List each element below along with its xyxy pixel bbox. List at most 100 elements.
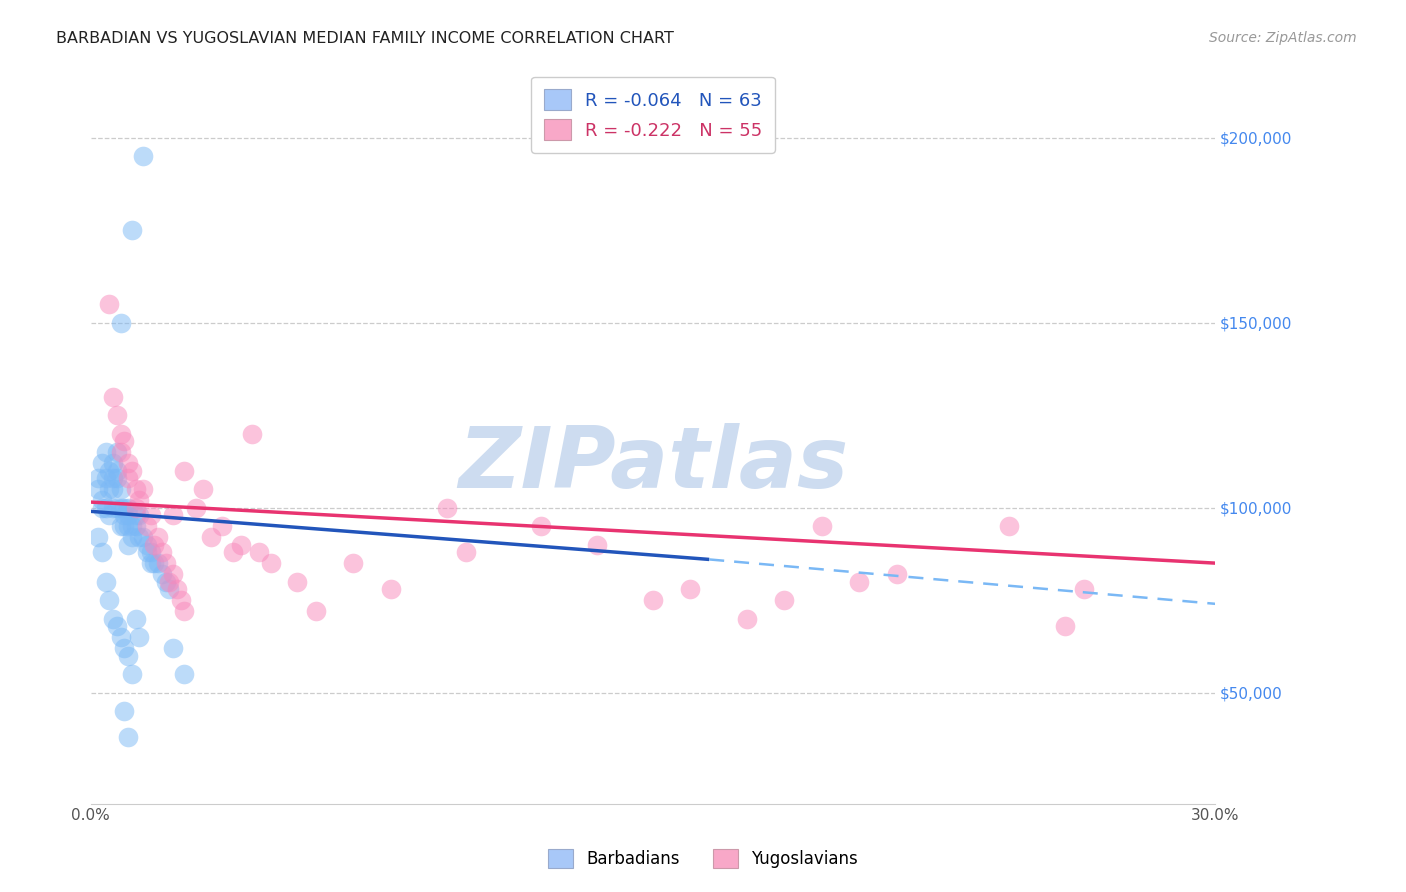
Point [173,604,195,618]
Point [105,464,128,478]
Point [124,500,146,515]
Point [121,530,143,544]
Point [169,593,191,607]
Point [101,500,124,515]
Point [117,648,139,663]
Point [110,482,132,496]
Point [121,223,143,237]
Point [173,667,195,681]
Point [848,574,870,589]
Point [117,471,139,485]
Point [105,500,128,515]
Point [139,556,162,570]
Point [454,545,477,559]
Point [124,482,146,496]
Point [200,530,222,544]
Point [259,556,281,570]
Point [162,641,184,656]
Point [117,538,139,552]
Point [380,582,402,596]
Point [121,464,143,478]
Point [191,482,214,496]
Legend: Barbadians, Yugoslavians: Barbadians, Yugoslavians [541,842,865,875]
Point [773,593,796,607]
Point [135,545,157,559]
Point [211,519,233,533]
Point [112,519,135,533]
Text: Source: ZipAtlas.com: Source: ZipAtlas.com [1209,31,1357,45]
Point [117,730,139,744]
Point [98,508,121,522]
Point [139,508,162,522]
Point [155,556,177,570]
Point [128,493,150,508]
Point [105,471,128,485]
Point [1073,582,1095,596]
Point [1054,619,1077,633]
Point [132,530,155,544]
Point [162,508,184,522]
Point [641,593,664,607]
Point [162,567,184,582]
Point [150,567,173,582]
Point [90,456,112,470]
Point [166,582,188,596]
Point [146,530,169,544]
Point [128,530,150,544]
Point [87,482,110,496]
Point [87,471,110,485]
Point [173,464,195,478]
Point [98,297,121,311]
Point [101,482,124,496]
Point [436,500,458,515]
Point [585,538,607,552]
Point [247,545,270,559]
Point [101,390,124,404]
Text: BARBADIAN VS YUGOSLAVIAN MEDIAN FAMILY INCOME CORRELATION CHART: BARBADIAN VS YUGOSLAVIAN MEDIAN FAMILY I… [56,31,673,46]
Point [135,538,157,552]
Point [735,612,758,626]
Point [222,545,245,559]
Point [90,500,112,515]
Point [101,612,124,626]
Point [128,630,150,644]
Point [112,641,135,656]
Point [146,556,169,570]
Point [98,593,121,607]
Point [121,667,143,681]
Point [128,508,150,522]
Point [101,456,124,470]
Point [132,149,155,163]
Point [90,493,112,508]
Point [886,567,908,582]
Point [110,519,132,533]
Point [110,630,132,644]
Point [105,408,128,422]
Point [87,530,110,544]
Point [155,574,177,589]
Point [240,426,263,441]
Point [110,445,132,459]
Point [101,471,124,485]
Point [135,519,157,533]
Point [110,500,132,515]
Point [810,519,832,533]
Point [184,500,207,515]
Point [112,704,135,718]
Point [679,582,702,596]
Legend: R = -0.064   N = 63, R = -0.222   N = 55: R = -0.064 N = 63, R = -0.222 N = 55 [531,77,775,153]
Point [529,519,551,533]
Point [139,545,162,559]
Text: ZIPatlas: ZIPatlas [458,423,848,506]
Point [90,545,112,559]
Point [124,612,146,626]
Point [110,426,132,441]
Point [342,556,364,570]
Point [121,519,143,533]
Point [998,519,1021,533]
Point [98,464,121,478]
Point [94,500,117,515]
Point [105,619,128,633]
Point [94,445,117,459]
Point [117,508,139,522]
